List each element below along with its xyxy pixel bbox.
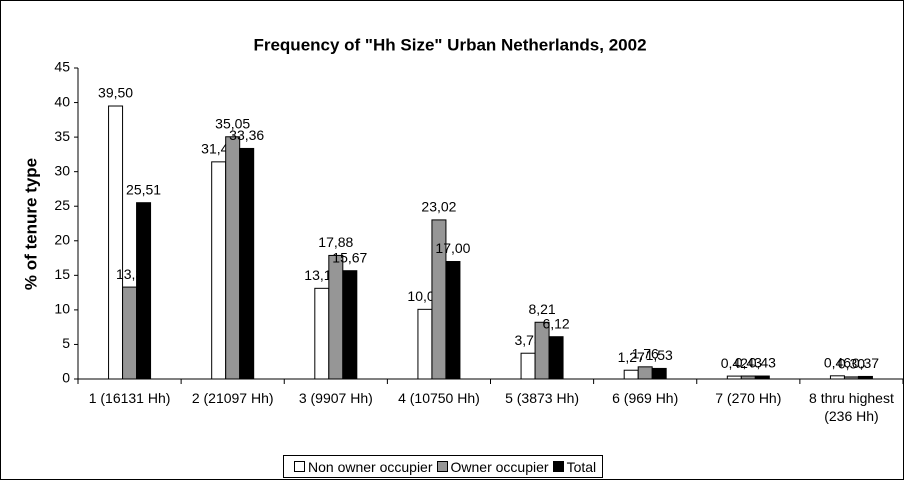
bar	[637, 366, 653, 380]
value-label: 17,88	[318, 234, 353, 250]
value-label: 1,27	[618, 349, 645, 365]
y-tick-label: 0	[62, 370, 70, 386]
bar	[857, 375, 873, 380]
bar	[726, 375, 742, 380]
bar	[108, 105, 124, 380]
value-label: 35,05	[215, 115, 250, 131]
y-tick-label: 35	[54, 128, 70, 144]
bar	[342, 270, 358, 380]
bar	[239, 147, 255, 380]
legend-swatch	[294, 461, 305, 472]
bar	[651, 367, 667, 380]
value-label: 0,42	[721, 355, 748, 371]
bar	[417, 308, 433, 380]
value-label: 6,12	[542, 315, 569, 331]
bar	[623, 369, 639, 380]
y-tick-label: 5	[62, 335, 70, 351]
bar	[225, 136, 241, 380]
x-tick-label: 1 (16131 Hh)	[88, 390, 171, 406]
value-label: 1,53	[646, 347, 673, 363]
value-label: 0,37	[852, 355, 879, 371]
x-tick-label: 8 thru highest (236 Hh)	[809, 390, 894, 424]
bar	[211, 161, 227, 380]
legend-swatch	[552, 461, 564, 472]
y-tick-label: 20	[54, 231, 70, 247]
legend-swatch	[436, 461, 448, 472]
value-label: 25,51	[126, 181, 161, 197]
bar	[520, 352, 536, 380]
x-tick-label: 2 (21097 Hh)	[191, 390, 274, 406]
bar	[122, 286, 138, 380]
x-tick-label: 3 (9907 Hh)	[298, 390, 373, 406]
value-label: 39,50	[98, 85, 133, 101]
legend: Non owner occupier Owner occupier Total	[283, 455, 604, 478]
x-tick-label: 6 (969 Hh)	[612, 390, 679, 406]
y-tick-label: 30	[54, 162, 70, 178]
value-label: 23,02	[421, 199, 456, 215]
y-tick-label: 10	[54, 301, 70, 317]
bar	[136, 202, 152, 380]
x-tick-label: 7 (270 Hh)	[715, 390, 782, 406]
value-label: 8,21	[528, 301, 555, 317]
y-axis-label: % of tenure type	[21, 158, 40, 290]
bar	[328, 254, 344, 380]
bar	[548, 336, 564, 380]
bar	[740, 375, 756, 380]
bar	[843, 376, 859, 380]
legend-label: Non owner occupier	[308, 458, 433, 475]
bar	[314, 287, 330, 380]
x-tick-label: 4 (10750 Hh)	[398, 390, 480, 406]
value-label: 17,00	[435, 240, 470, 256]
bar	[445, 261, 461, 380]
value-label: 0,30	[838, 356, 865, 372]
y-tick-label: 25	[54, 197, 70, 213]
value-label: 1,76	[632, 346, 659, 362]
value-label: 0,43	[735, 355, 762, 371]
value-label: 0,46	[824, 355, 851, 371]
value-label: 15,67	[332, 249, 367, 265]
bar	[829, 375, 845, 380]
bar	[754, 375, 770, 380]
value-label: 33,36	[229, 127, 264, 143]
x-tick-label: 5 (3873 Hh)	[505, 390, 580, 406]
chart-title: Frequency of "Hh Size" Urban Netherlands…	[253, 35, 646, 54]
y-tick-label: 45	[54, 59, 70, 75]
legend-label: Owner occupier	[450, 458, 549, 475]
legend-label: Total	[566, 458, 597, 475]
value-label: 0,43	[749, 355, 776, 371]
y-tick-label: 40	[54, 93, 70, 109]
y-tick-label: 15	[54, 266, 70, 282]
